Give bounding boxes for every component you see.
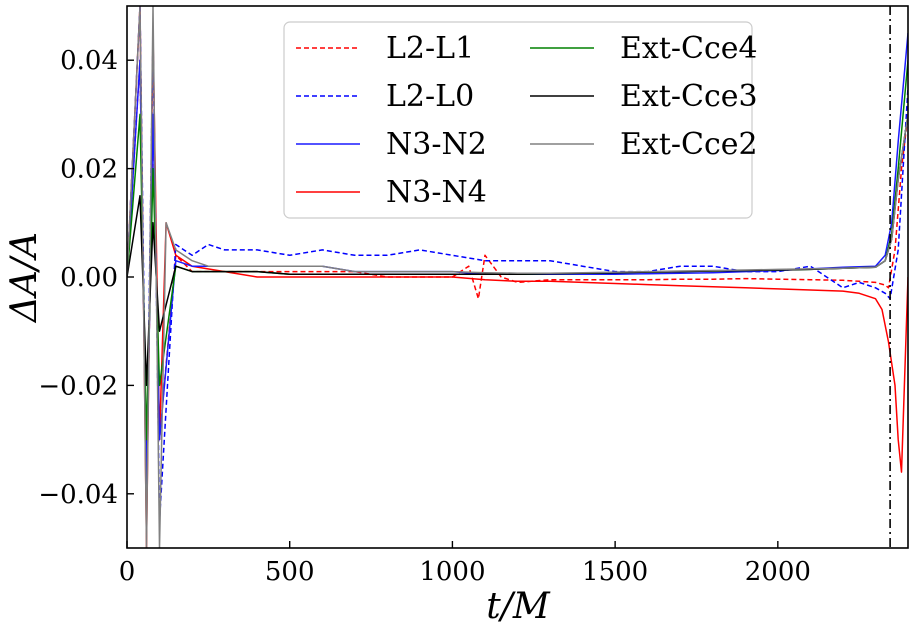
y-axis: −0.04 −0.02 0.00 0.02 0.04 <box>38 46 134 510</box>
legend-label-l2-l1: L2-L1 <box>386 31 474 66</box>
legend-label-ext-cce4: Ext-Cce4 <box>620 31 758 66</box>
y-tick-label: 0.00 <box>60 263 118 293</box>
x-tick-label: 500 <box>265 557 315 587</box>
x-axis: 0 500 1000 1500 2000 <box>119 541 811 587</box>
y-axis-label: ΔA/A <box>4 232 45 324</box>
legend-label-ext-cce2: Ext-Cce2 <box>620 127 758 162</box>
series-line-n3-n4 <box>127 6 908 548</box>
x-axis-label: t/M <box>486 586 551 627</box>
legend: L2-L1 L2-L0 N3-N2 N3-N4 Ext-Cce4 Ext-Cce3 Ext-… <box>283 21 758 219</box>
x-tick-label: 2000 <box>745 557 811 587</box>
y-tick-label: −0.04 <box>38 480 118 510</box>
legend-label-ext-cce3: Ext-Cce3 <box>620 79 758 114</box>
legend-label-l2-l0: L2-L0 <box>386 79 474 114</box>
y-tick-label: 0.04 <box>60 46 118 76</box>
series-line-l2-l0 <box>127 6 908 522</box>
series-layer <box>127 6 908 548</box>
legend-label-n3-n2: N3-N2 <box>386 127 487 162</box>
x-tick-label: 1000 <box>419 557 485 587</box>
legend-label-n3-n4: N3-N4 <box>386 175 487 210</box>
legend-box <box>283 21 753 219</box>
y-tick-label: −0.02 <box>38 371 118 401</box>
y-tick-label: 0.02 <box>60 155 118 185</box>
x-tick-label: 0 <box>119 557 136 587</box>
series-line-ext-cce2 <box>127 6 908 548</box>
x-tick-label: 1500 <box>582 557 648 587</box>
